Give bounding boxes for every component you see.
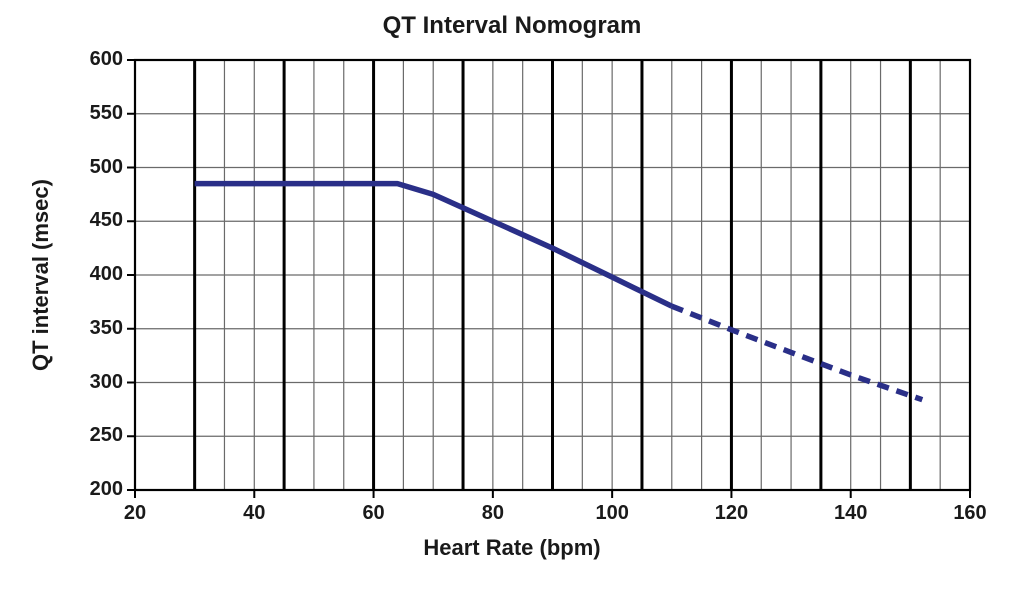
x-tick-label: 120 xyxy=(706,502,756,525)
y-tick-label: 450 xyxy=(90,209,123,232)
y-axis-label: QT interval (msec) xyxy=(28,60,54,490)
x-axis-label: Heart Rate (bpm) xyxy=(0,535,1024,561)
x-tick-label: 140 xyxy=(826,502,876,525)
chart-container: QT Interval Nomogram QT interval (msec) … xyxy=(0,0,1024,595)
x-tick-label: 40 xyxy=(229,502,279,525)
y-tick-label: 600 xyxy=(90,48,123,71)
x-tick-label: 100 xyxy=(587,502,637,525)
y-tick-label: 200 xyxy=(90,478,123,501)
x-tick-label: 60 xyxy=(349,502,399,525)
x-tick-label: 20 xyxy=(110,502,160,525)
x-tick-label: 160 xyxy=(945,502,995,525)
x-tick-label: 80 xyxy=(468,502,518,525)
y-tick-label: 400 xyxy=(90,263,123,286)
y-tick-label: 250 xyxy=(90,424,123,447)
y-tick-label: 350 xyxy=(90,317,123,340)
y-tick-label: 300 xyxy=(90,371,123,394)
chart-title: QT Interval Nomogram xyxy=(0,12,1024,40)
y-tick-label: 550 xyxy=(90,102,123,125)
y-tick-label: 500 xyxy=(90,156,123,179)
